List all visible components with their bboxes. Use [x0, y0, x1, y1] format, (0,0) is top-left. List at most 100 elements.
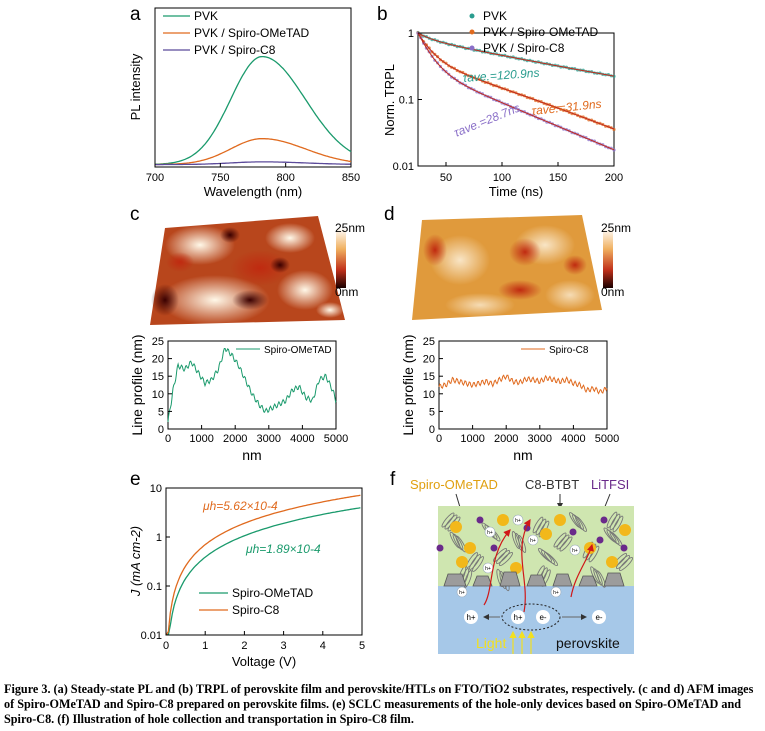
c8-btbt-molecule	[472, 556, 484, 572]
afm-d-scale-bottom: 0nm	[601, 285, 624, 299]
panel-c-profile-line	[167, 348, 337, 423]
panel-e-xtick-label-4: 4	[320, 640, 326, 652]
panel-e-ytick-label-1: 0.1	[147, 581, 162, 593]
label-spiro-ometad: Spiro-OMeTAD	[410, 477, 498, 492]
panel-a-legend-label-2: PVK / Spiro-C8	[194, 43, 276, 57]
panel-b-fit-2	[417, 32, 615, 151]
c8-btbt-molecule	[569, 512, 581, 528]
c8-btbt-molecule	[618, 556, 634, 572]
panel-a-series-1	[155, 137, 352, 166]
panel-d-xtick-label-2: 2000	[494, 433, 518, 445]
c8-btbt-molecule	[469, 554, 481, 570]
panel-b-ylabel: Norm. TRPL	[382, 64, 397, 136]
spiro-ometad-molecule	[619, 524, 631, 536]
panel-c-xtick-label-1: 1000	[189, 433, 213, 445]
label-c8-btbt: C8-BTBT	[525, 477, 579, 492]
hole-charge-large-left-label: h+	[466, 613, 475, 622]
panel-e-xlabel: Voltage (V)	[232, 654, 296, 669]
hole-path-3	[570, 543, 594, 598]
figure-canvas: a b c d e f 700 750 800 850 PVK PVK / Spiro-…	[128, 4, 634, 669]
panel-b-legend-marker-1	[469, 29, 475, 35]
hole-charge-label: h+	[572, 548, 578, 554]
afm-c-colorbar	[336, 228, 346, 288]
electron-charge-exciton	[536, 610, 550, 624]
panel-letter-b: b	[377, 4, 388, 25]
panel-a-series-2	[155, 161, 351, 166]
panel-c-ytick-label-3: 15	[152, 371, 164, 383]
figure-caption: Figure 3. (a) Steady-state PL and (b) TR…	[4, 682, 754, 726]
c8-btbt-molecule	[606, 511, 618, 529]
panel-a-legend-label-0: PVK	[194, 9, 218, 23]
c8-btbt-molecule	[535, 518, 547, 536]
panel-b-fit-0	[417, 32, 615, 77]
spiro-ometad-molecule	[464, 542, 476, 554]
litfsi-molecule	[476, 516, 484, 524]
panel-c-xlabel: nm	[242, 447, 261, 463]
panel-a-frame	[154, 7, 352, 168]
c8-btbt-molecule	[463, 570, 473, 588]
panel-d-frame	[438, 340, 608, 430]
panel-d-xtick-label-4: 4000	[561, 433, 585, 445]
hole-charge-label: h+	[530, 538, 536, 544]
hole-charge	[569, 544, 581, 556]
panel-c-ytick-label-2: 10	[152, 389, 164, 401]
panel-e-series-0	[166, 507, 361, 636]
panel-a-ylabel: PL intensity	[128, 53, 143, 120]
panel-d-xlabel: nm	[513, 447, 532, 463]
perovskite-grains	[443, 571, 625, 587]
panel-e-xtick-label-2: 2	[241, 640, 247, 652]
c8-btbt-molecule	[609, 513, 621, 531]
panel-b-xtick-label-1: 100	[493, 172, 511, 184]
panel-letter-f: f	[390, 469, 396, 490]
hole-charge-large-left	[464, 610, 478, 624]
c8-btbt-molecule	[615, 554, 631, 570]
panel-b-tau-label-0: τave.=120.9ns	[462, 66, 540, 85]
panel-b-ytick-label-2: 1	[408, 28, 414, 40]
panel-c-ytick-label-0: 0	[158, 424, 164, 436]
spiro-ometad-molecule	[497, 514, 509, 526]
litfsi-molecule	[620, 544, 628, 552]
c8-btbt-molecule	[556, 534, 570, 550]
hole-path-2	[521, 518, 531, 613]
c8-btbt-molecule	[572, 514, 584, 530]
panel-c-frame	[167, 340, 337, 430]
panel-a-legend-label-1: PVK / Spiro-OMeTAD	[194, 26, 309, 40]
spiro-ometad-molecule	[540, 528, 552, 540]
panel-d-ylabel: Line profile (nm)	[400, 334, 416, 435]
hole-charge-label: h+	[515, 518, 521, 524]
panel-d-ytick-label-3: 15	[423, 371, 435, 383]
label-light: Light	[476, 635, 506, 651]
panel-e-frame	[165, 487, 363, 636]
panel-b-tau-label-2: τave.=28.7ns	[452, 100, 522, 139]
panel-a-xtick-label-2: 800	[276, 172, 294, 184]
hole-path-1	[483, 529, 511, 606]
c8-btbt-molecule	[543, 551, 559, 567]
panel-d-xtick-label-5: 5000	[595, 433, 619, 445]
panel-c-ytick-label-1: 5	[158, 406, 164, 418]
electron-charge-exciton-label: e-	[539, 613, 546, 622]
hole-charge-exciton-label: h+	[513, 613, 522, 622]
panel-letter-d: d	[384, 204, 395, 225]
afm-c-scale-bottom: 0nm	[335, 285, 358, 299]
panel-b-xtick-label-2: 150	[549, 172, 567, 184]
panel-e-legend-label-0: Spiro-OMeTAD	[232, 586, 313, 600]
panel-b-trpl-chart: 50 100 150 200 0.01 0.1 1 PVK PVK / Spiro-OMeTA…	[382, 9, 623, 199]
afm-c-scale-top: 25nm	[335, 221, 365, 235]
panel-letter-a: a	[130, 4, 141, 25]
panel-b-ytick-label-1: 0.1	[399, 95, 414, 107]
panel-b-legend-marker-2	[469, 45, 475, 51]
hole-charge	[550, 586, 562, 598]
panel-b-ytick-label-0: 0.01	[393, 161, 414, 173]
c8-btbt-molecule	[441, 512, 455, 528]
c8-btbt-molecule	[559, 536, 573, 552]
panel-letter-c: c	[130, 204, 140, 225]
c8-btbt-molecule	[612, 515, 624, 533]
panel-c-xtick-label-2: 2000	[223, 433, 247, 445]
panel-e-ylabel: J (mA cm-2)	[128, 526, 143, 597]
panel-c-ytick-label-4: 20	[152, 354, 164, 366]
panel-b-legend-label-1: PVK / Spiro-OMeTAD	[483, 25, 598, 39]
spiro-ometad-molecule	[456, 556, 468, 568]
litfsi-molecule	[569, 528, 577, 536]
panel-d-xtick-label-1: 1000	[460, 433, 484, 445]
c8-btbt-molecule	[532, 516, 544, 534]
